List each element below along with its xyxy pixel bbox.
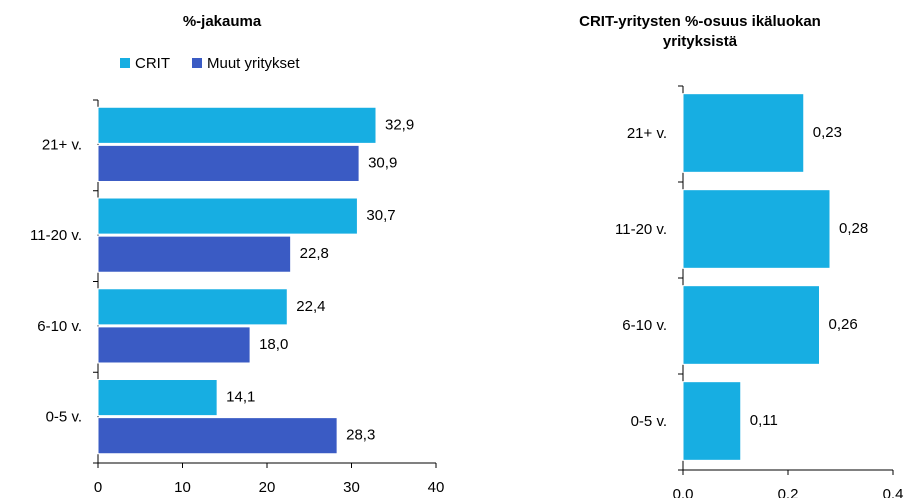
bar — [682, 381, 742, 461]
chart-title: CRIT-yritysten %-osuus ikäluokan — [579, 13, 821, 30]
y-tick-label: 21+ v. — [627, 125, 667, 142]
y-tick-label: 0-5 v. — [631, 413, 667, 430]
chart-title: yrityksistä — [663, 33, 738, 50]
value-label: 22,8 — [300, 245, 329, 262]
bar — [97, 144, 360, 182]
y-tick-label: 6-10 v. — [622, 317, 667, 334]
bar — [682, 93, 805, 173]
value-label: 0,11 — [750, 412, 778, 429]
y-tick-label: 11-20 v. — [30, 227, 82, 244]
value-label: 22,4 — [296, 298, 325, 315]
bar — [97, 326, 251, 364]
x-tick-label: 0 — [94, 479, 102, 496]
value-label: 28,3 — [346, 427, 375, 444]
value-label: 0,23 — [813, 124, 842, 141]
x-tick-label: 10 — [174, 479, 191, 496]
value-label: 14,1 — [226, 389, 255, 406]
y-tick-label: 6-10 v. — [37, 318, 82, 335]
chart-title: %-jakauma — [183, 13, 262, 30]
bar — [97, 235, 292, 273]
x-tick-label: 0,0 — [673, 486, 694, 498]
legend-label: Muut yritykset — [207, 55, 300, 72]
x-tick-label: 0,4 — [883, 486, 904, 498]
bar — [97, 197, 358, 235]
legend-label: CRIT — [135, 55, 170, 72]
x-tick-label: 30 — [343, 479, 360, 496]
value-label: 30,9 — [368, 154, 397, 171]
value-label: 32,9 — [385, 116, 414, 133]
value-label: 30,7 — [366, 207, 395, 224]
bar — [97, 106, 377, 144]
value-label: 0,26 — [829, 316, 858, 333]
y-tick-label: 21+ v. — [42, 136, 82, 153]
value-label: 18,0 — [259, 336, 288, 353]
bar — [97, 417, 338, 455]
y-tick-label: 0-5 v. — [46, 409, 82, 426]
bar — [682, 189, 831, 269]
bar — [682, 285, 820, 365]
x-tick-label: 40 — [428, 479, 445, 496]
bar — [97, 288, 288, 326]
legend-swatch — [192, 58, 202, 68]
x-tick-label: 0,2 — [778, 486, 799, 498]
x-tick-label: 20 — [259, 479, 276, 496]
value-label: 0,28 — [839, 220, 868, 237]
legend-swatch — [120, 58, 130, 68]
y-tick-label: 11-20 v. — [615, 221, 667, 238]
bar — [97, 379, 218, 417]
